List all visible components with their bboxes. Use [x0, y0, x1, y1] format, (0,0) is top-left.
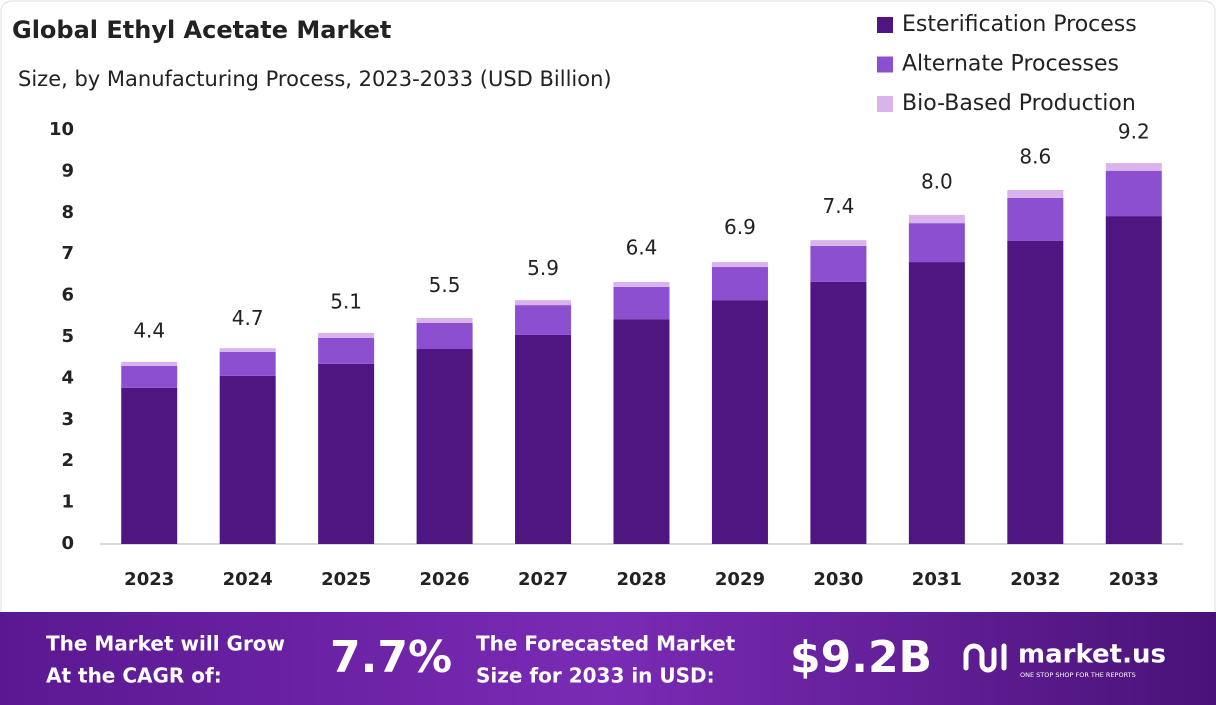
bar-segment [1007, 197, 1064, 241]
bar-segment [416, 349, 473, 544]
y-tick-label: 9 [61, 160, 74, 181]
total-label: 8.6 [1019, 144, 1051, 168]
legend-label: Bio-Based Production [902, 91, 1136, 116]
bar-segment [1105, 170, 1162, 217]
bar-segment [908, 262, 965, 544]
bar-segment [810, 240, 867, 246]
bar-segment [908, 223, 965, 263]
bar-segment [219, 351, 276, 376]
bar-segment [121, 361, 178, 366]
x-tick-label: 2027 [518, 569, 568, 590]
bar-segment [1105, 216, 1162, 544]
bar-segment [613, 286, 670, 320]
legend-label: Esterification Process [902, 12, 1137, 37]
total-label: 4.4 [133, 318, 165, 342]
total-label: 6.9 [724, 215, 756, 239]
total-label: 4.7 [232, 306, 264, 330]
total-label: 8.0 [921, 169, 953, 193]
bar-segment [318, 363, 375, 544]
footer-banner [0, 612, 1216, 705]
legend-swatch [877, 17, 893, 33]
bar-segment [515, 300, 572, 306]
x-tick-label: 2032 [1010, 569, 1060, 590]
bar-segment [318, 337, 375, 364]
brand-tagline: ONE STOP SHOP FOR THE REPORTS [1020, 671, 1136, 679]
bar-segment [416, 317, 473, 323]
footer-size: $9.2B [790, 632, 932, 683]
chart-title: Global Ethyl Acetate Market [12, 16, 391, 44]
bar-segment [711, 267, 768, 301]
bar-segment [1007, 240, 1064, 544]
brand-logo [963, 643, 1007, 673]
bar-segment [318, 332, 375, 338]
bar-segment [515, 334, 572, 544]
bar-segment [515, 305, 572, 335]
y-tick-label: 1 [61, 492, 74, 513]
footer-text: Size for 2033 in USD: [476, 664, 715, 688]
bar-segment [810, 281, 867, 544]
bar-segment [613, 281, 670, 287]
y-tick-label: 0 [61, 533, 74, 554]
bar-segment [416, 322, 473, 350]
legend-label: Alternate Processes [902, 52, 1119, 77]
total-label: 5.5 [429, 273, 461, 297]
y-tick-label: 7 [61, 243, 74, 264]
x-tick-label: 2024 [223, 569, 273, 590]
bar-segment [711, 300, 768, 544]
footer-text: The Market will Grow [46, 632, 285, 656]
bar-segment [1105, 163, 1162, 171]
y-tick-label: 8 [61, 202, 74, 223]
bar-segment [121, 387, 178, 544]
bar-segment [1007, 190, 1064, 198]
bar-segment [810, 245, 867, 282]
total-label: 5.9 [527, 256, 559, 280]
y-tick-label: 4 [61, 367, 74, 388]
x-tick-label: 2025 [321, 569, 371, 590]
x-tick-label: 2031 [912, 569, 962, 590]
total-label: 6.4 [626, 236, 658, 260]
bar-segment [908, 214, 965, 224]
chart-subtitle: Size, by Manufacturing Process, 2023-203… [18, 67, 612, 91]
y-tick-label: 5 [61, 326, 74, 347]
bar-segment [219, 375, 276, 544]
total-label: 5.1 [330, 289, 362, 313]
x-tick-label: 2033 [1109, 569, 1159, 590]
y-tick-label: 6 [61, 285, 74, 306]
bar-segment [219, 348, 276, 352]
bar-segment [613, 319, 670, 544]
legend-swatch [877, 56, 893, 73]
x-tick-label: 2023 [124, 569, 174, 590]
footer-cagr: 7.7% [330, 632, 452, 683]
x-tick-label: 2029 [715, 569, 765, 590]
y-tick-label: 2 [61, 450, 74, 471]
legend-swatch [877, 96, 893, 112]
total-label: 9.2 [1118, 120, 1150, 144]
y-tick-label: 10 [49, 119, 74, 140]
y-tick-label: 3 [61, 409, 74, 430]
x-tick-label: 2028 [616, 569, 666, 590]
bar-segment [121, 365, 178, 388]
x-tick-label: 2026 [420, 569, 470, 590]
footer-text: At the CAGR of: [46, 664, 222, 688]
brand-name: market.us [1018, 640, 1166, 670]
x-tick-label: 2030 [813, 569, 863, 590]
bar-segment [711, 262, 768, 268]
footer-text: The Forecasted Market [476, 632, 736, 656]
total-label: 7.4 [823, 194, 855, 218]
